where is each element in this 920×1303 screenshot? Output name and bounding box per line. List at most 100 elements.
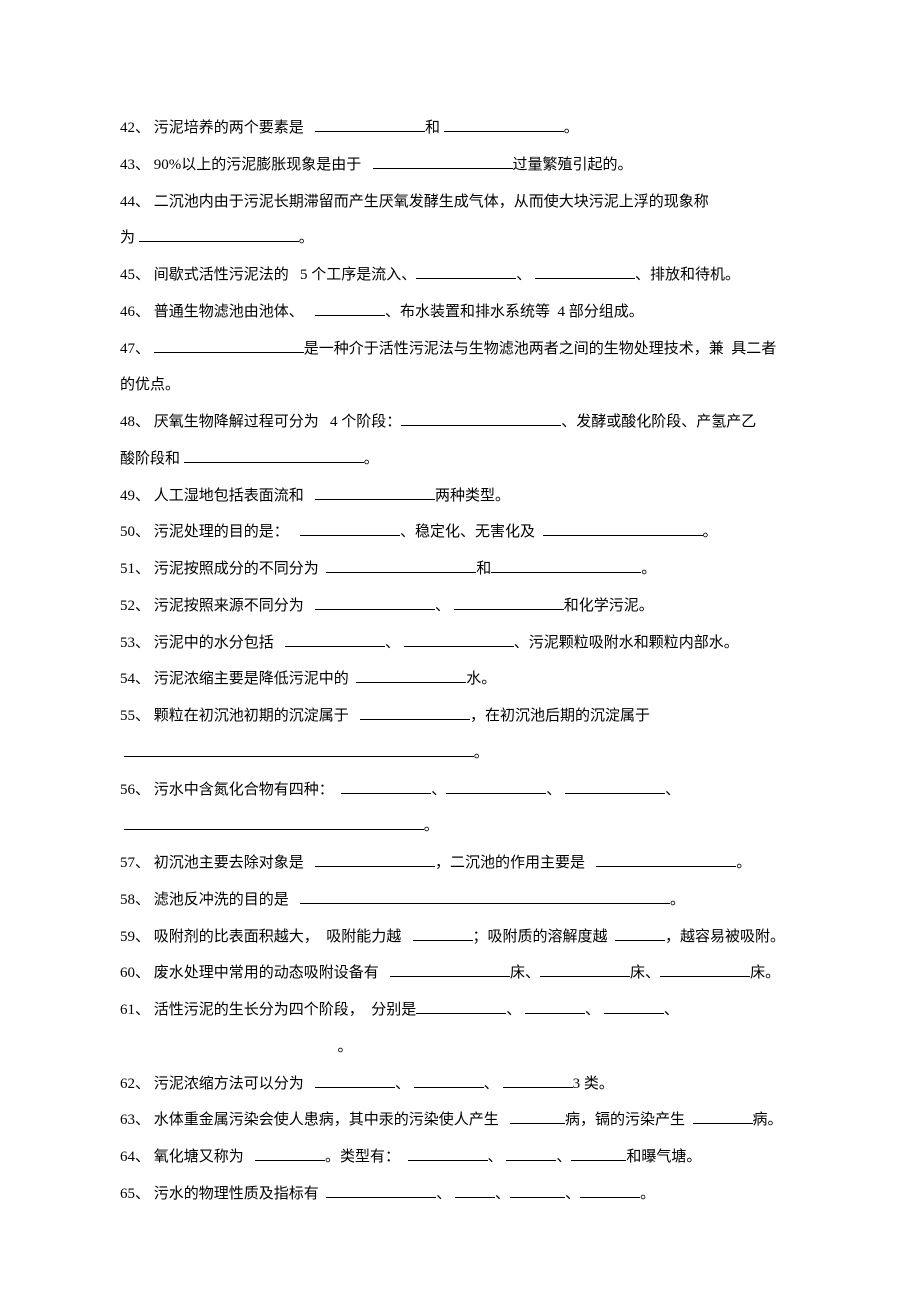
question-text: 、污泥颗粒吸附水和颗粒内部水。 — [514, 635, 739, 651]
question-number: 57、 — [120, 855, 150, 871]
question-text: 滤池反冲洗的目的是 — [150, 892, 300, 908]
question-text: 、 — [488, 1149, 507, 1165]
question-line: 58、 滤池反冲洗的目的是 。 — [120, 882, 800, 919]
fill-blank — [124, 814, 424, 830]
question-text: 、 — [484, 1076, 503, 1092]
fill-blank — [124, 741, 474, 757]
question-text: 厌氧生物降解过程可分为 4 个阶段： — [150, 414, 401, 430]
question-text: 、 — [546, 782, 565, 798]
question-number: 65、 — [120, 1186, 150, 1202]
question-text: 污泥培养的两个要素是 — [150, 120, 315, 136]
fill-blank — [184, 447, 364, 463]
question-text: 活性污泥的生长分为四个阶段， 分别是 — [150, 1002, 416, 1018]
question-text: 污泥中的水分包括 — [150, 635, 285, 651]
question-line: 62、 污泥浓缩方法可以分为 、 、 3 类。 — [120, 1066, 800, 1103]
question-text: 。 — [120, 1039, 353, 1055]
question-line: 49、 人工湿地包括表面流和 两种类型。 — [120, 478, 800, 515]
question-text: 床、 — [510, 965, 540, 981]
question-number: 44、 — [120, 194, 150, 210]
question-text: 。 — [641, 561, 656, 577]
question-line: 59、 吸附剂的比表面积越大， 吸附能力越 ；吸附质的溶解度越 ，越容易被吸附。 — [120, 919, 800, 956]
question-text: 的优点。 — [120, 377, 180, 393]
question-line: 酸阶段和 。 — [120, 441, 800, 478]
fill-blank — [693, 1108, 753, 1124]
fill-blank — [404, 631, 514, 647]
fill-blank — [510, 1108, 565, 1124]
question-text: 、 — [431, 782, 446, 798]
fill-blank — [315, 484, 435, 500]
question-text: 、 — [385, 635, 404, 651]
question-text: 和化学污泥。 — [564, 598, 654, 614]
question-text: 人工湿地包括表面流和 — [150, 488, 315, 504]
fill-blank — [540, 961, 630, 977]
question-text: 。 — [564, 120, 579, 136]
question-line: 。 — [120, 735, 800, 772]
question-text: 和 — [425, 120, 444, 136]
question-line: 45、 间歇式活性污泥法的 5 个工序是流入、、 、排放和待机。 — [120, 257, 800, 294]
question-text: ，二沉池的作用主要是 — [435, 855, 596, 871]
question-text: 床、 — [630, 965, 660, 981]
question-number: 54、 — [120, 671, 150, 687]
fill-blank — [510, 1182, 565, 1198]
question-number: 42、 — [120, 120, 150, 136]
question-text: 。 — [703, 524, 718, 540]
question-line: 48、 厌氧生物降解过程可分为 4 个阶段：、发酵或酸化阶段、产氢产乙 — [120, 404, 800, 441]
question-text: 、 — [435, 598, 454, 614]
fill-blank — [373, 153, 513, 169]
question-number: 61、 — [120, 1002, 150, 1018]
question-line: 50、 污泥处理的目的是： 、稳定化、无害化及 。 — [120, 514, 800, 551]
question-text: 、 — [664, 1002, 679, 1018]
fill-blank — [543, 520, 703, 536]
question-text: 。 — [736, 855, 751, 871]
question-line: 。 — [120, 808, 800, 845]
question-line: 47、 是一种介于活性污泥法与生物滤池两者之间的生物处理技术，兼 具二者 — [120, 331, 800, 368]
question-text: ；吸附质的溶解度越 — [473, 929, 616, 945]
question-text: ，在初沉池后期的沉淀属于 — [470, 708, 650, 724]
question-text: 初沉池主要去除对象是 — [150, 855, 315, 871]
question-text: 、 — [436, 1186, 455, 1202]
question-line: 51、 污泥按照成分的不同分为 和。 — [120, 551, 800, 588]
question-line: 43、 90%以上的污泥膨胀现象是由于 过量繁殖引起的。 — [120, 147, 800, 184]
fill-blank — [300, 520, 400, 536]
question-line: 42、 污泥培养的两个要素是 和 。 — [120, 110, 800, 147]
question-text: 、 — [395, 1076, 414, 1092]
question-number: 52、 — [120, 598, 150, 614]
question-text: 吸附剂的比表面积越大， 吸附能力越 — [150, 929, 413, 945]
question-number: 64、 — [120, 1149, 150, 1165]
question-text: 污泥按照成分的不同分为 — [150, 561, 326, 577]
question-text: 污泥浓缩主要是降低污泥中的 — [150, 671, 356, 687]
question-text: 、 — [585, 1002, 604, 1018]
question-text: 和 — [476, 561, 491, 577]
fill-blank — [580, 1182, 640, 1198]
question-line: 54、 污泥浓缩主要是降低污泥中的 水。 — [120, 661, 800, 698]
question-number: 49、 — [120, 488, 150, 504]
question-text: 颗粒在初沉池初期的沉淀属于 — [150, 708, 360, 724]
question-text: 。 — [640, 1186, 655, 1202]
question-line: 的优点。 — [120, 367, 800, 404]
question-text: ，越容易被吸附。 — [665, 929, 785, 945]
question-line: 56、 污水中含氮化合物有四种： 、、 、 — [120, 772, 800, 809]
question-text: 氧化塘又称为 — [150, 1149, 255, 1165]
question-text: 酸阶段和 — [120, 451, 184, 467]
question-number: 53、 — [120, 635, 150, 651]
question-text: 水。 — [466, 671, 496, 687]
question-number: 47、 — [120, 341, 150, 357]
fill-blank — [315, 300, 385, 316]
question-text: 两种类型。 — [435, 488, 510, 504]
question-text: 、稳定化、无害化及 — [400, 524, 543, 540]
fill-blank — [341, 778, 431, 794]
question-text: 污泥处理的目的是： — [150, 524, 300, 540]
question-text: 为 — [120, 230, 139, 246]
question-text: 、排放和待机。 — [635, 267, 740, 283]
question-text: 病。 — [753, 1112, 783, 1128]
fill-blank — [315, 116, 425, 132]
question-text: 。 — [364, 451, 379, 467]
fill-blank — [660, 961, 750, 977]
question-text: 普通生物滤池由池体、 — [150, 304, 315, 320]
question-line: 46、 普通生物滤池由池体、 、布水装置和排水系统等 4 部分组成。 — [120, 294, 800, 331]
fill-blank — [315, 851, 435, 867]
fill-blank — [444, 116, 564, 132]
question-line: 为 。 — [120, 220, 800, 257]
question-text: 。 — [299, 230, 314, 246]
question-text: 、布水装置和排水系统等 4 部分组成。 — [385, 304, 644, 320]
